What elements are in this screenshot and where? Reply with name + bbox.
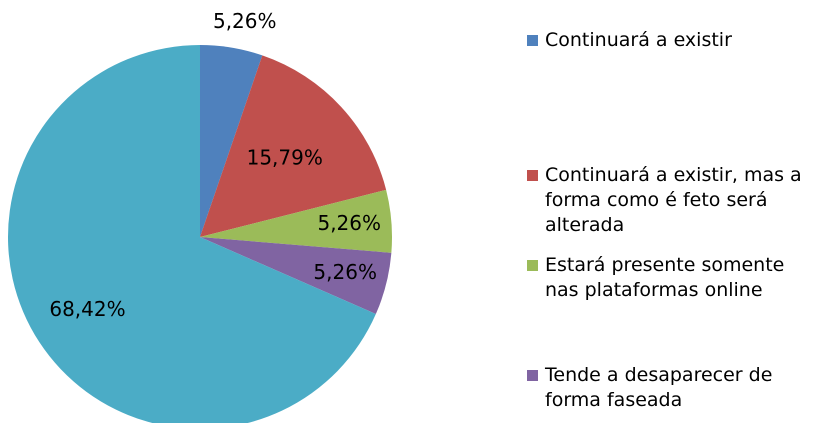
legend-swatch: [527, 35, 538, 46]
legend-label: Tende a desaparecer de forma faseada: [545, 364, 773, 411]
data-label: 5,26%: [313, 260, 377, 284]
data-label: 68,42%: [49, 297, 125, 321]
pie-slice: [8, 45, 376, 423]
data-label: 15,79%: [247, 145, 323, 169]
legend-swatch: [527, 370, 538, 381]
data-label: 5,26%: [317, 211, 381, 235]
legend-label: Estará presente somente nas plataformas …: [545, 254, 785, 301]
legend-entry: Estará presente somente nas plataformas …: [527, 253, 817, 303]
data-label: 5,26%: [213, 9, 277, 33]
pie-slice: [200, 237, 392, 315]
legend-entry: Continuará a existir, mas a forma como é…: [527, 163, 817, 238]
pie-slice: [200, 189, 392, 253]
legend-entry: Tende a desaparecer de forma faseada: [527, 363, 817, 413]
pie-slice: [200, 55, 387, 237]
legend-swatch: [527, 260, 538, 271]
pie-slice: [200, 45, 263, 237]
legend-entry: Continuará a existir: [527, 28, 817, 53]
legend-swatch: [527, 170, 538, 181]
legend-label: Continuará a existir: [545, 29, 732, 51]
legend-label: Continuará a existir, mas a forma como é…: [545, 164, 802, 236]
